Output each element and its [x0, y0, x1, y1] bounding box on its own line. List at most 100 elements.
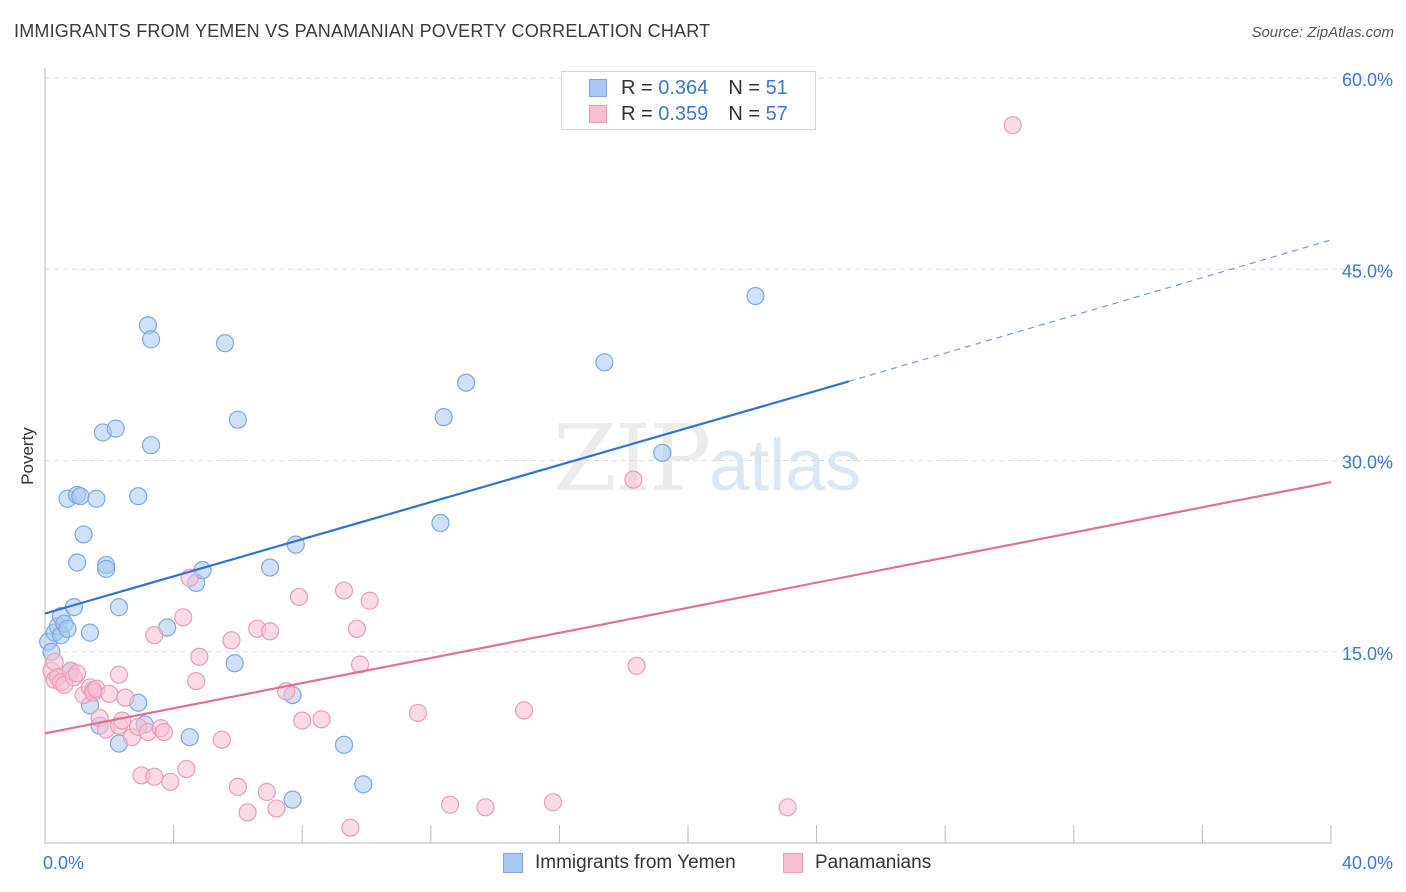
legend-swatch-pink — [589, 105, 607, 123]
data-point — [283, 790, 302, 809]
data-point — [238, 803, 257, 822]
data-point — [334, 581, 354, 600]
data-point — [440, 795, 460, 814]
legend-r-value: 0.359 — [658, 102, 709, 125]
bottom-legend-panamanians[interactable]: Panamanians — [783, 852, 931, 874]
data-point — [341, 818, 360, 837]
x-tick-label: 0.0% — [43, 853, 84, 873]
bottom-legend-yemen[interactable]: Immigrants from Yemen — [503, 852, 736, 874]
data-point — [408, 703, 428, 723]
data-point — [228, 777, 247, 797]
data-point — [289, 587, 309, 607]
data-point — [161, 772, 180, 791]
legend-n-label: N = — [728, 102, 760, 125]
series-panamanians — [42, 116, 1022, 837]
legend-swatch-blue — [589, 79, 607, 97]
data-point — [141, 330, 161, 349]
data-point — [215, 334, 235, 353]
trend-line-panamanians — [44, 481, 1332, 735]
data-point — [347, 619, 366, 638]
data-point — [58, 619, 77, 638]
data-point — [1003, 116, 1022, 135]
tick-labels: 15.0% 30.0% 45.0% 60.0% 0.0% 40.0% — [43, 70, 1393, 873]
data-point — [595, 353, 614, 372]
axes — [44, 68, 1332, 844]
data-point — [129, 487, 148, 506]
data-point — [222, 631, 241, 650]
data-point — [180, 728, 199, 747]
bottom-legend-label: Immigrants from Yemen — [535, 852, 736, 873]
legend-row-yemen: R = 0.364 N = 51 — [589, 76, 788, 100]
watermark-atlas: atlas — [709, 426, 862, 506]
trend-line-yemen — [44, 380, 850, 615]
data-point — [174, 608, 193, 627]
y-tick-label: 60.0% — [1342, 70, 1393, 90]
data-point — [187, 671, 206, 691]
y-axis-label: Poverty — [18, 427, 37, 485]
data-point — [350, 655, 370, 674]
data-point — [212, 730, 231, 749]
data-point — [106, 419, 125, 438]
data-point — [225, 654, 244, 673]
data-point — [96, 559, 116, 578]
grid — [45, 77, 1395, 653]
chart-title: IMMIGRANTS FROM YEMEN VS PANAMANIAN POVE… — [14, 21, 711, 41]
data-point — [746, 286, 765, 306]
data-point — [68, 664, 87, 683]
data-point — [109, 598, 129, 617]
data-point — [74, 525, 93, 544]
data-point — [45, 652, 64, 672]
bottom-legend-swatch-pink — [783, 853, 803, 873]
data-point — [653, 443, 672, 462]
source-label: Source: ZipAtlas.com — [1251, 24, 1394, 41]
data-point — [100, 684, 119, 703]
data-point — [476, 798, 495, 817]
data-point — [334, 735, 354, 754]
data-point — [312, 710, 331, 729]
trend-line-yemen-extension — [848, 239, 1332, 383]
legend-r-label: R = — [621, 102, 653, 125]
data-point — [177, 759, 196, 779]
data-point — [543, 793, 563, 812]
trend-lines — [44, 239, 1332, 735]
legend-n-value: 51 — [765, 76, 788, 99]
data-point — [354, 775, 373, 794]
legend-r-value: 0.364 — [658, 76, 709, 99]
data-point — [228, 410, 247, 429]
data-point — [87, 489, 106, 508]
data-point — [514, 701, 534, 720]
data-point — [293, 711, 312, 730]
x-tick-label: 40.0% — [1342, 853, 1393, 873]
data-point — [624, 470, 643, 489]
data-point — [116, 688, 135, 707]
data-point — [154, 722, 174, 742]
legend-r-label: R = — [621, 76, 653, 99]
data-point — [260, 558, 280, 577]
data-point — [457, 373, 476, 392]
data-point — [260, 622, 280, 641]
stats-legend: R = 0.364 N = 51 R = 0.359 N = 57 — [561, 71, 816, 130]
legend-n-value: 57 — [765, 102, 788, 125]
data-point — [778, 798, 797, 817]
y-tick-label: 45.0% — [1342, 261, 1393, 281]
data-point — [80, 623, 100, 642]
data-point — [627, 656, 646, 675]
data-point — [145, 767, 164, 786]
data-point — [113, 711, 132, 730]
legend-n-label: N = — [728, 76, 760, 99]
data-point — [145, 626, 164, 645]
bottom-legend-label: Panamanians — [815, 852, 932, 873]
data-point — [267, 799, 286, 818]
data-point — [431, 513, 450, 533]
y-tick-label: 15.0% — [1342, 644, 1393, 664]
data-point — [190, 647, 209, 666]
data-point — [109, 665, 129, 684]
legend-row-panamanians: R = 0.359 N = 57 — [589, 102, 788, 126]
data-point — [257, 782, 276, 802]
data-point — [434, 408, 453, 427]
data-point — [141, 436, 161, 455]
data-point — [360, 591, 379, 610]
y-tick-label: 30.0% — [1342, 453, 1393, 473]
bottom-legend-swatch-blue — [503, 853, 523, 873]
